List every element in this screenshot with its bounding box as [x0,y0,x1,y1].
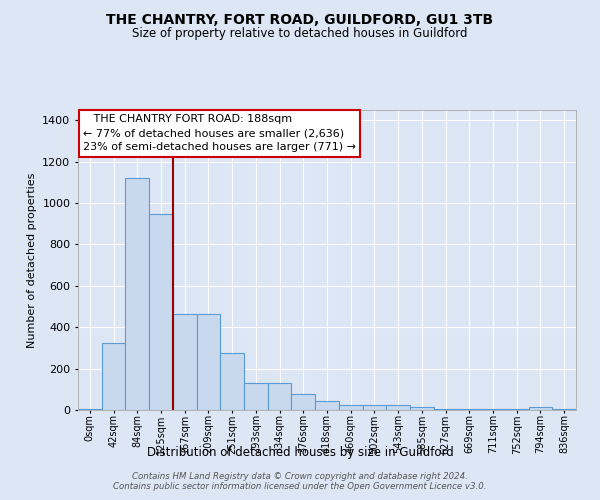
Bar [268,383,292,410]
Bar [102,343,125,410]
Bar [173,314,197,410]
Bar [220,353,244,410]
Text: Contains HM Land Registry data © Crown copyright and database right 2024.: Contains HM Land Registry data © Crown c… [132,472,468,481]
Text: Contains public sector information licensed under the Open Government Licence v3: Contains public sector information licen… [113,482,487,491]
Bar [244,383,268,410]
Text: Distribution of detached houses by size in Guildford: Distribution of detached houses by size … [146,446,454,459]
Bar [434,409,457,410]
Bar [125,178,149,410]
Y-axis label: Number of detached properties: Number of detached properties [26,172,37,348]
Bar [552,409,576,410]
Bar [505,409,529,410]
Bar [386,405,410,410]
Bar [197,314,220,410]
Bar [457,409,481,410]
Bar [315,400,339,410]
Bar [149,214,173,410]
Text: THE CHANTRY, FORT ROAD, GUILDFORD, GU1 3TB: THE CHANTRY, FORT ROAD, GUILDFORD, GU1 3… [106,12,494,26]
Text: THE CHANTRY FORT ROAD: 188sqm
← 77% of detached houses are smaller (2,636)
23% o: THE CHANTRY FORT ROAD: 188sqm ← 77% of d… [83,114,356,152]
Bar [362,405,386,410]
Bar [481,409,505,410]
Bar [529,407,552,410]
Bar [339,405,362,410]
Bar [292,394,315,410]
Bar [410,407,434,410]
Text: Size of property relative to detached houses in Guildford: Size of property relative to detached ho… [132,28,468,40]
Bar [78,409,102,410]
